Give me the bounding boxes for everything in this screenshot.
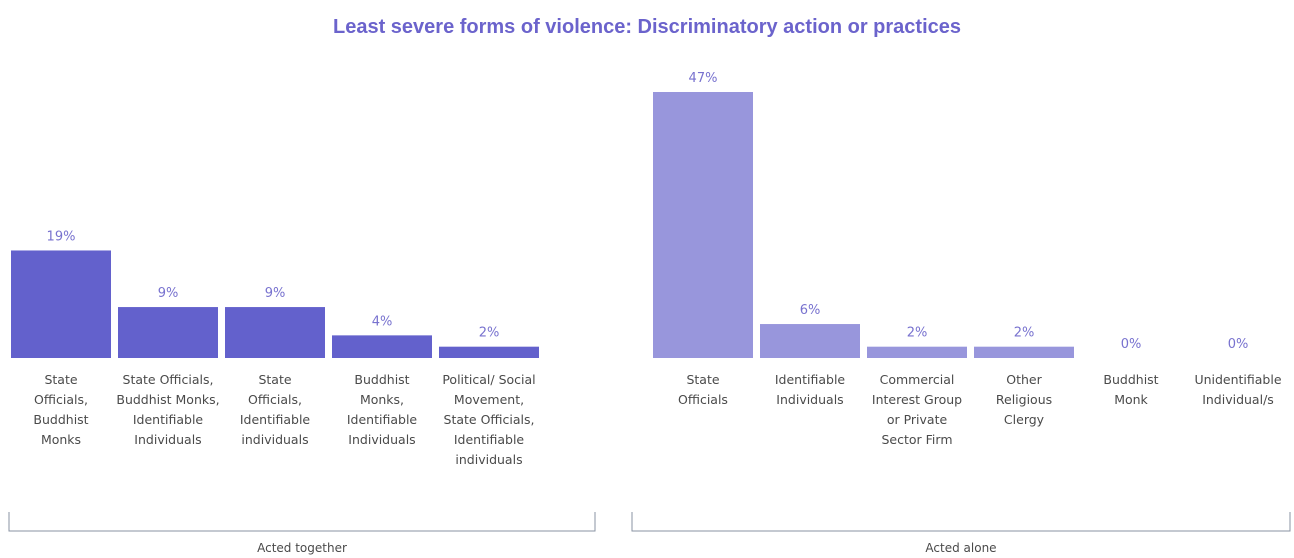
- data-label: 4%: [372, 314, 393, 329]
- group-bracket: [631, 512, 1291, 532]
- bar-group: 19% State Officials, Buddhist Monks 9% State O…: [8, 229, 596, 555]
- data-label: 2%: [1014, 326, 1035, 341]
- category-label: Political/ Social Movement, State Official…: [442, 372, 535, 467]
- bar: [439, 346, 539, 358]
- category-label: Buddhist Monks, Identifiable Individuals: [347, 372, 418, 447]
- category-label: State Officials, Buddhist Monks: [33, 372, 88, 447]
- data-label: 9%: [158, 286, 179, 301]
- bar: [867, 346, 967, 358]
- data-label: 0%: [1121, 337, 1142, 352]
- data-label: 19%: [47, 229, 76, 244]
- bar: [225, 307, 325, 358]
- bar-group: 47% State Officials 6% Identifiable Individua…: [631, 71, 1291, 555]
- bar: [974, 346, 1074, 358]
- chart-title: Least severe forms of violence: Discrimi…: [332, 16, 962, 38]
- category-label: Buddhist Monk: [1103, 372, 1158, 407]
- category-label: Commercial Interest Group or Private Sector…: [872, 372, 962, 447]
- data-label: 0%: [1228, 337, 1249, 352]
- data-label: 6%: [800, 303, 821, 318]
- bar: [11, 250, 111, 358]
- bar: [653, 92, 753, 358]
- data-label: 2%: [907, 326, 928, 341]
- data-label: 47%: [689, 71, 718, 86]
- data-label: 2%: [479, 326, 500, 341]
- data-label: 9%: [265, 286, 286, 301]
- bar: [118, 307, 218, 358]
- group-label: Acted together: [257, 541, 347, 555]
- group-bracket: [8, 512, 596, 532]
- group-label: Acted alone: [925, 541, 996, 555]
- category-label: Unidentifiable Individual/s: [1194, 372, 1281, 407]
- bar: [760, 324, 860, 358]
- category-label: Identifiable Individuals: [775, 372, 846, 407]
- category-label: Other Religious Clergy: [996, 372, 1052, 427]
- category-label: State Officials, Identifiable individuals: [240, 372, 311, 447]
- category-label: State Officials, Buddhist Monks, Identifia…: [116, 372, 219, 447]
- category-label: State Officials: [678, 372, 728, 407]
- bar: [332, 335, 432, 358]
